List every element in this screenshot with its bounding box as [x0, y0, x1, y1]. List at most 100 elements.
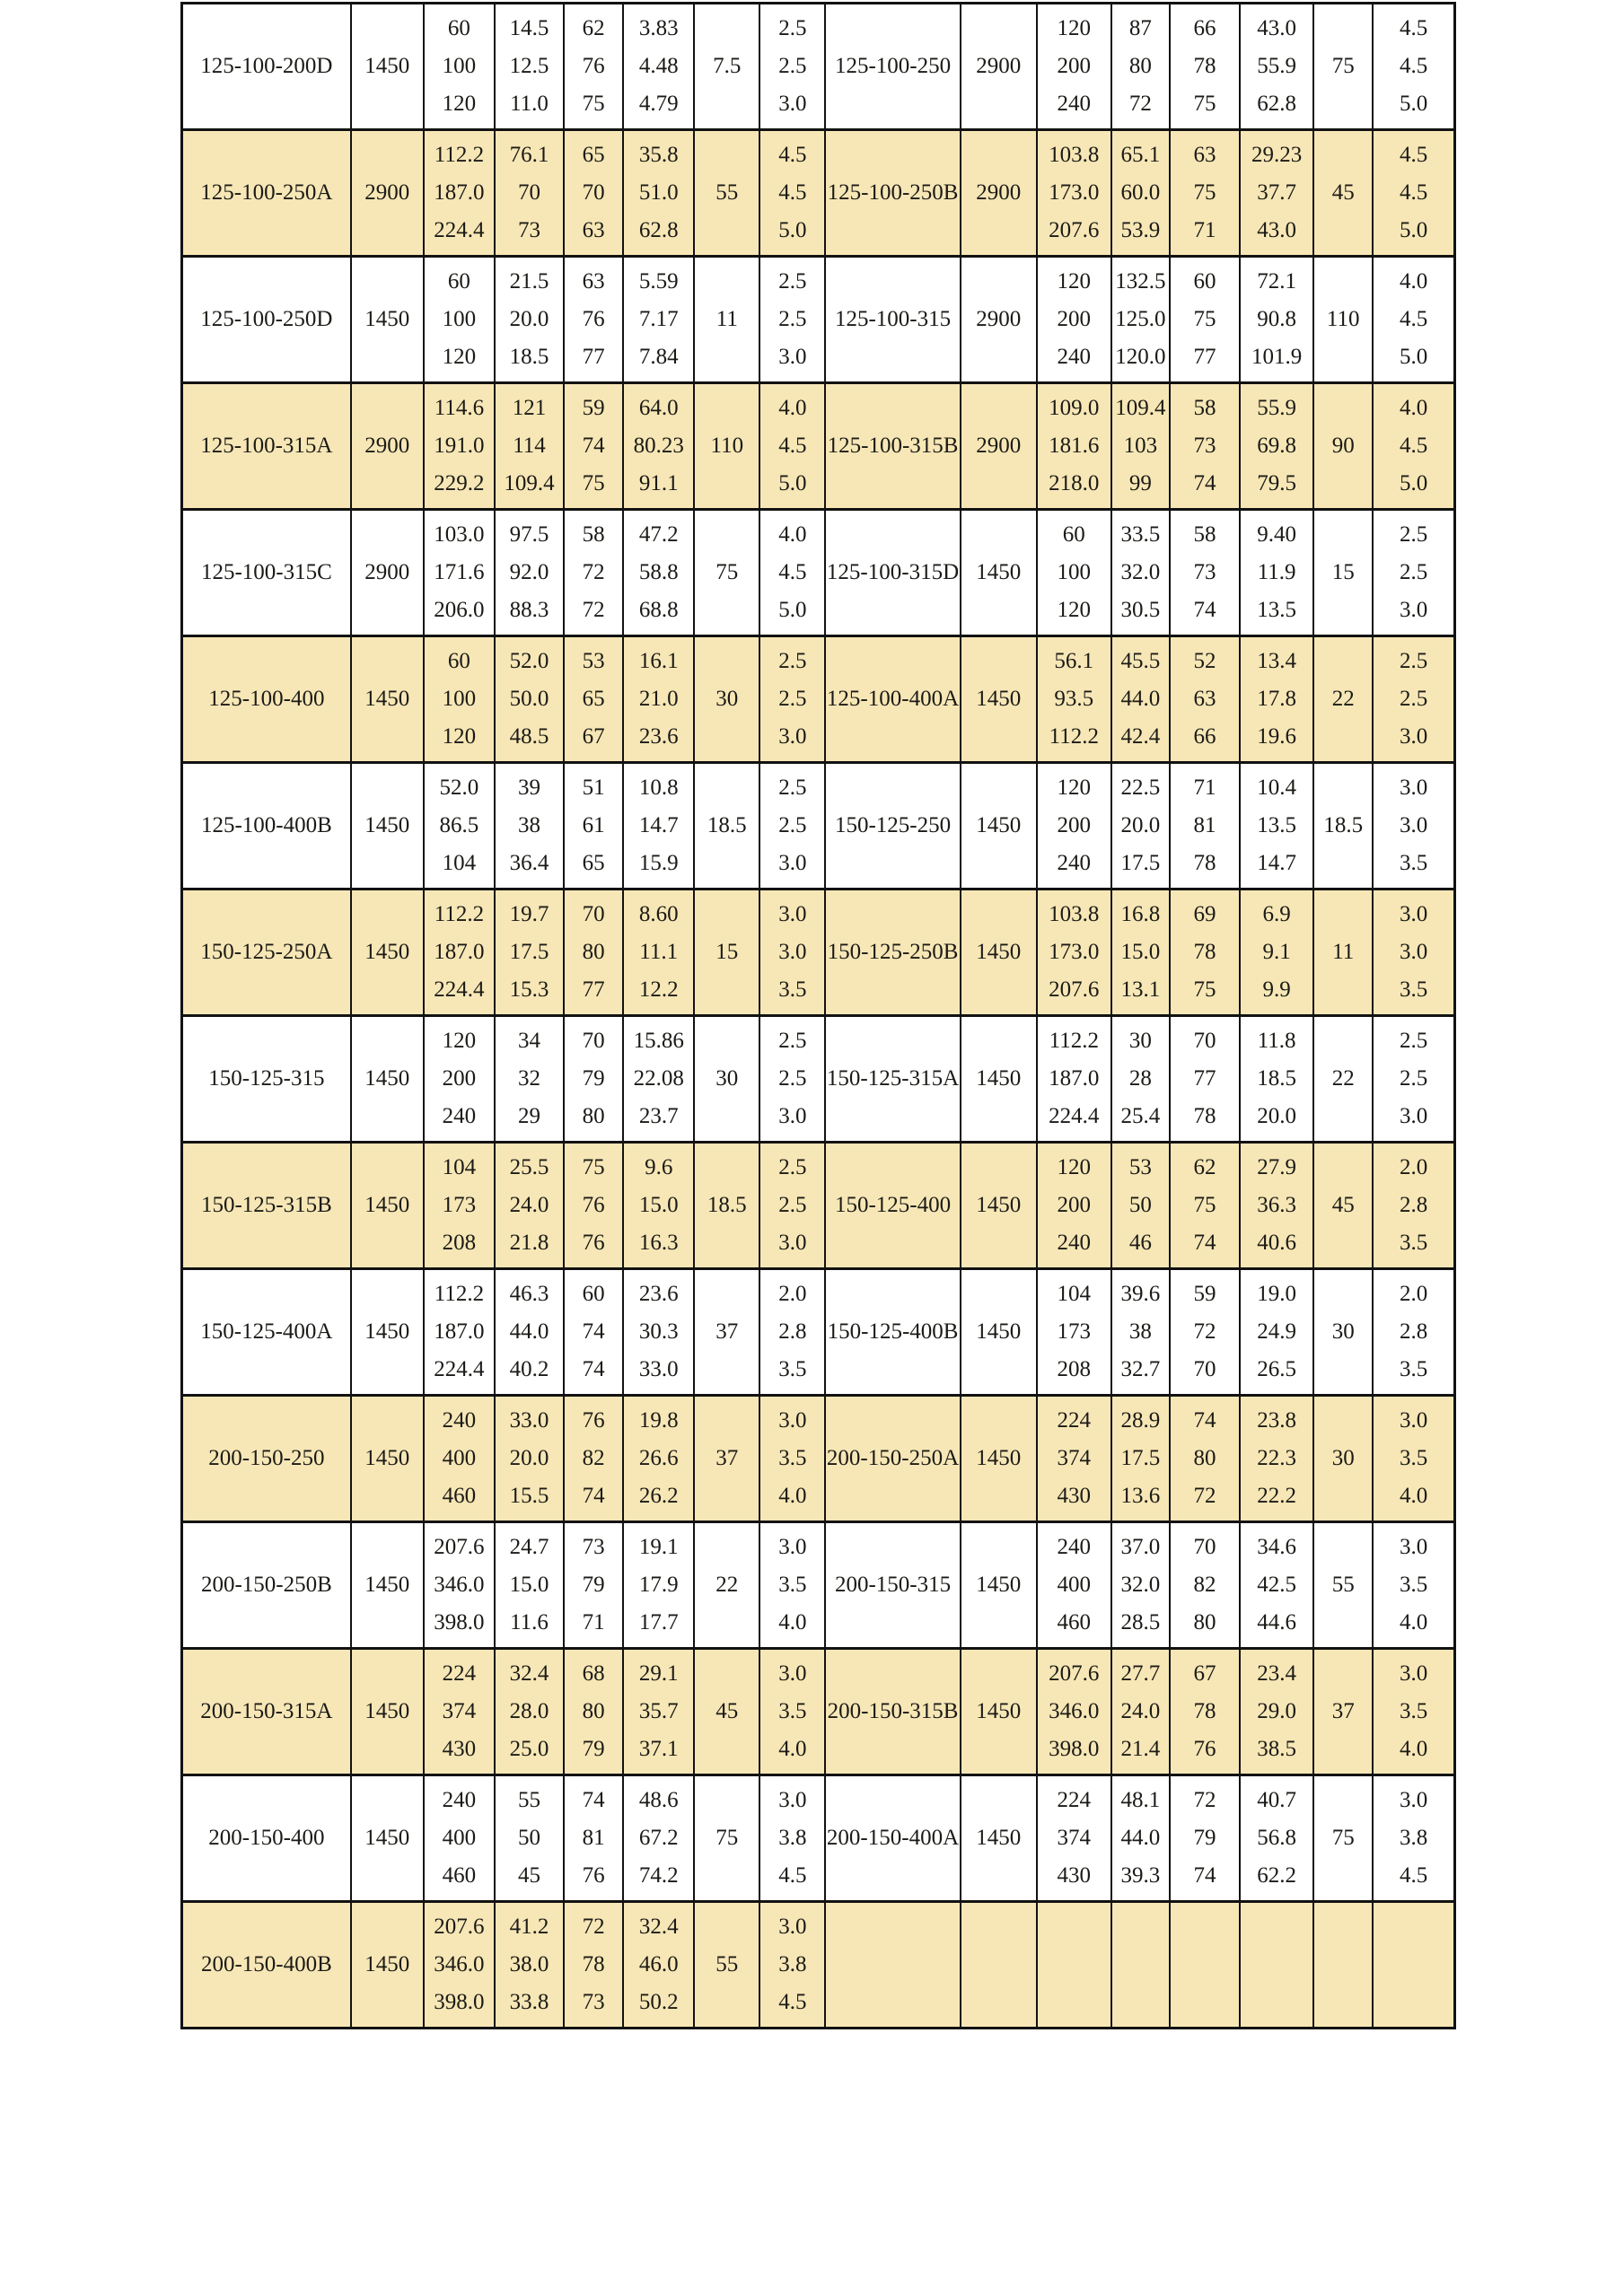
cell-left-npsh: 4.0 4.5 5.0: [759, 381, 827, 511]
cell-right-model: 200-150-400A: [824, 1774, 961, 1903]
cell-right-npsh: 3.0 3.0 3.5: [1372, 761, 1456, 890]
cell-left-motor-power: 37: [693, 1394, 761, 1523]
cell-left-head: 76.1 70 73: [493, 128, 566, 258]
cell-right-flow: 224 374 430: [1035, 1774, 1112, 1903]
cell-left-speed: 1450: [349, 1647, 425, 1776]
cell-right-head: 22.5 20.0 17.5: [1110, 761, 1171, 890]
cell-right-head: 33.5 32.0 30.5: [1110, 508, 1171, 637]
table-row: 125-100-400 1450 60 100 120 52.0 50.0 48.5 5…: [180, 635, 1456, 764]
cell-left-flow: 120 200 240: [422, 1014, 496, 1144]
cell-right-speed: 1450: [959, 1267, 1038, 1397]
cell-right-motor-power: [1312, 1900, 1374, 2029]
cell-right-npsh: 2.0 2.8 3.5: [1372, 1141, 1456, 1270]
cell-left-speed: 1450: [349, 1900, 425, 2029]
cell-right-power: 72.1 90.8 101.9: [1239, 255, 1315, 384]
cell-right-motor-power: 45: [1312, 128, 1374, 258]
cell-right-motor-power: 90: [1312, 381, 1374, 511]
cell-left-model: 125-100-200D: [180, 2, 352, 131]
cell-left-flow: 240 400 460: [422, 1394, 496, 1523]
cell-right-motor-power: 18.5: [1312, 761, 1374, 890]
cell-right-power: 6.9 9.1 9.9: [1239, 888, 1315, 1017]
cell-left-power: 10.8 14.7 15.9: [622, 761, 696, 890]
cell-left-power: 48.6 67.2 74.2: [622, 1774, 696, 1903]
cell-left-npsh: 3.0 3.8 4.5: [759, 1774, 827, 1903]
cell-right-power: 11.8 18.5 20.0: [1239, 1014, 1315, 1144]
cell-left-efficiency: 62 76 75: [563, 2, 625, 131]
cell-right-head: 65.1 60.0 53.9: [1110, 128, 1171, 258]
cell-left-npsh: 2.5 2.5 3.0: [759, 2, 827, 131]
cell-left-efficiency: 70 79 80: [563, 1014, 625, 1144]
cell-left-motor-power: 7.5: [693, 2, 761, 131]
cell-left-model: 150-125-315: [180, 1014, 352, 1144]
cell-left-flow: 112.2 187.0 224.4: [422, 128, 496, 258]
cell-left-motor-power: 55: [693, 128, 761, 258]
cell-right-speed: [959, 1900, 1038, 2029]
cell-left-efficiency: 60 74 74: [563, 1267, 625, 1397]
cell-right-power: 29.23 37.7 43.0: [1239, 128, 1315, 258]
cell-left-speed: 2900: [349, 381, 425, 511]
cell-left-npsh: 2.5 2.5 3.0: [759, 1014, 827, 1144]
cell-right-motor-power: 110: [1312, 255, 1374, 384]
cell-right-speed: 1450: [959, 508, 1038, 637]
cell-right-power: 34.6 42.5 44.6: [1239, 1520, 1315, 1650]
cell-right-model: 150-125-400B: [824, 1267, 961, 1397]
cell-left-head: 121 114 109.4: [493, 381, 566, 511]
cell-right-efficiency: 58 73 74: [1168, 508, 1242, 637]
cell-left-head: 24.7 15.0 11.6: [493, 1520, 566, 1650]
cell-right-efficiency: 58 73 74: [1168, 381, 1242, 511]
cell-left-motor-power: 110: [693, 381, 761, 511]
cell-right-flow: 56.1 93.5 112.2: [1035, 635, 1112, 764]
cell-left-motor-power: 75: [693, 508, 761, 637]
cell-left-motor-power: 18.5: [693, 761, 761, 890]
cell-right-speed: 1450: [959, 635, 1038, 764]
cell-right-model: 125-100-250B: [824, 128, 961, 258]
cell-right-power: 27.9 36.3 40.6: [1239, 1141, 1315, 1270]
cell-left-motor-power: 15: [693, 888, 761, 1017]
table-row: 150-125-315B 1450 104 173 208 25.5 24.0 21.…: [180, 1141, 1456, 1270]
cell-right-head: 53 50 46: [1110, 1141, 1171, 1270]
cell-right-efficiency: 67 78 76: [1168, 1647, 1242, 1776]
cell-right-power: 55.9 69.8 79.5: [1239, 381, 1315, 511]
cell-left-speed: 1450: [349, 635, 425, 764]
cell-left-flow: 52.0 86.5 104: [422, 761, 496, 890]
cell-left-power: 47.2 58.8 68.8: [622, 508, 696, 637]
cell-right-speed: 1450: [959, 761, 1038, 890]
cell-right-npsh: 3.0 3.5 4.0: [1372, 1394, 1456, 1523]
cell-left-npsh: 3.0 3.5 4.0: [759, 1520, 827, 1650]
cell-left-flow: 60 100 120: [422, 635, 496, 764]
cell-right-motor-power: 22: [1312, 635, 1374, 764]
cell-left-model: 125-100-315C: [180, 508, 352, 637]
cell-right-npsh: [1372, 1900, 1456, 2029]
cell-left-speed: 1450: [349, 255, 425, 384]
table-row: 200-150-250B 1450 207.6 346.0 398.0 24.7 15…: [180, 1520, 1456, 1650]
cell-left-head: 33.0 20.0 15.5: [493, 1394, 566, 1523]
cell-right-model: 125-100-315D: [824, 508, 961, 637]
cell-left-model: 150-125-250A: [180, 888, 352, 1017]
cell-right-power: [1239, 1900, 1315, 2029]
cell-left-motor-power: 11: [693, 255, 761, 384]
cell-right-head: 37.0 32.0 28.5: [1110, 1520, 1171, 1650]
table-row: 200-150-400B 1450 207.6 346.0 398.0 41.2 38…: [180, 1900, 1456, 2029]
cell-left-speed: 1450: [349, 1267, 425, 1397]
cell-left-npsh: 3.0 3.0 3.5: [759, 888, 827, 1017]
cell-right-head: 109.4 103 99: [1110, 381, 1171, 511]
cell-left-motor-power: 55: [693, 1900, 761, 2029]
cell-left-npsh: 2.5 2.5 3.0: [759, 761, 827, 890]
cell-left-model: 150-125-400A: [180, 1267, 352, 1397]
cell-right-motor-power: 15: [1312, 508, 1374, 637]
cell-right-model: [824, 1900, 961, 2029]
cell-right-efficiency: 59 72 70: [1168, 1267, 1242, 1397]
cell-left-head: 52.0 50.0 48.5: [493, 635, 566, 764]
cell-right-head: 48.1 44.0 39.3: [1110, 1774, 1171, 1903]
cell-left-motor-power: 45: [693, 1647, 761, 1776]
table-row: 125-100-315C 2900 103.0 171.6 206.0 97.5 92…: [180, 508, 1456, 637]
cell-left-npsh: 2.0 2.8 3.5: [759, 1267, 827, 1397]
cell-left-model: 125-100-400B: [180, 761, 352, 890]
cell-left-model: 125-100-250D: [180, 255, 352, 384]
cell-right-flow: 103.8 173.0 207.6: [1035, 888, 1112, 1017]
cell-right-model: 200-150-250A: [824, 1394, 961, 1523]
cell-left-efficiency: 68 80 79: [563, 1647, 625, 1776]
cell-left-npsh: 2.5 2.5 3.0: [759, 635, 827, 764]
cell-right-motor-power: 11: [1312, 888, 1374, 1017]
